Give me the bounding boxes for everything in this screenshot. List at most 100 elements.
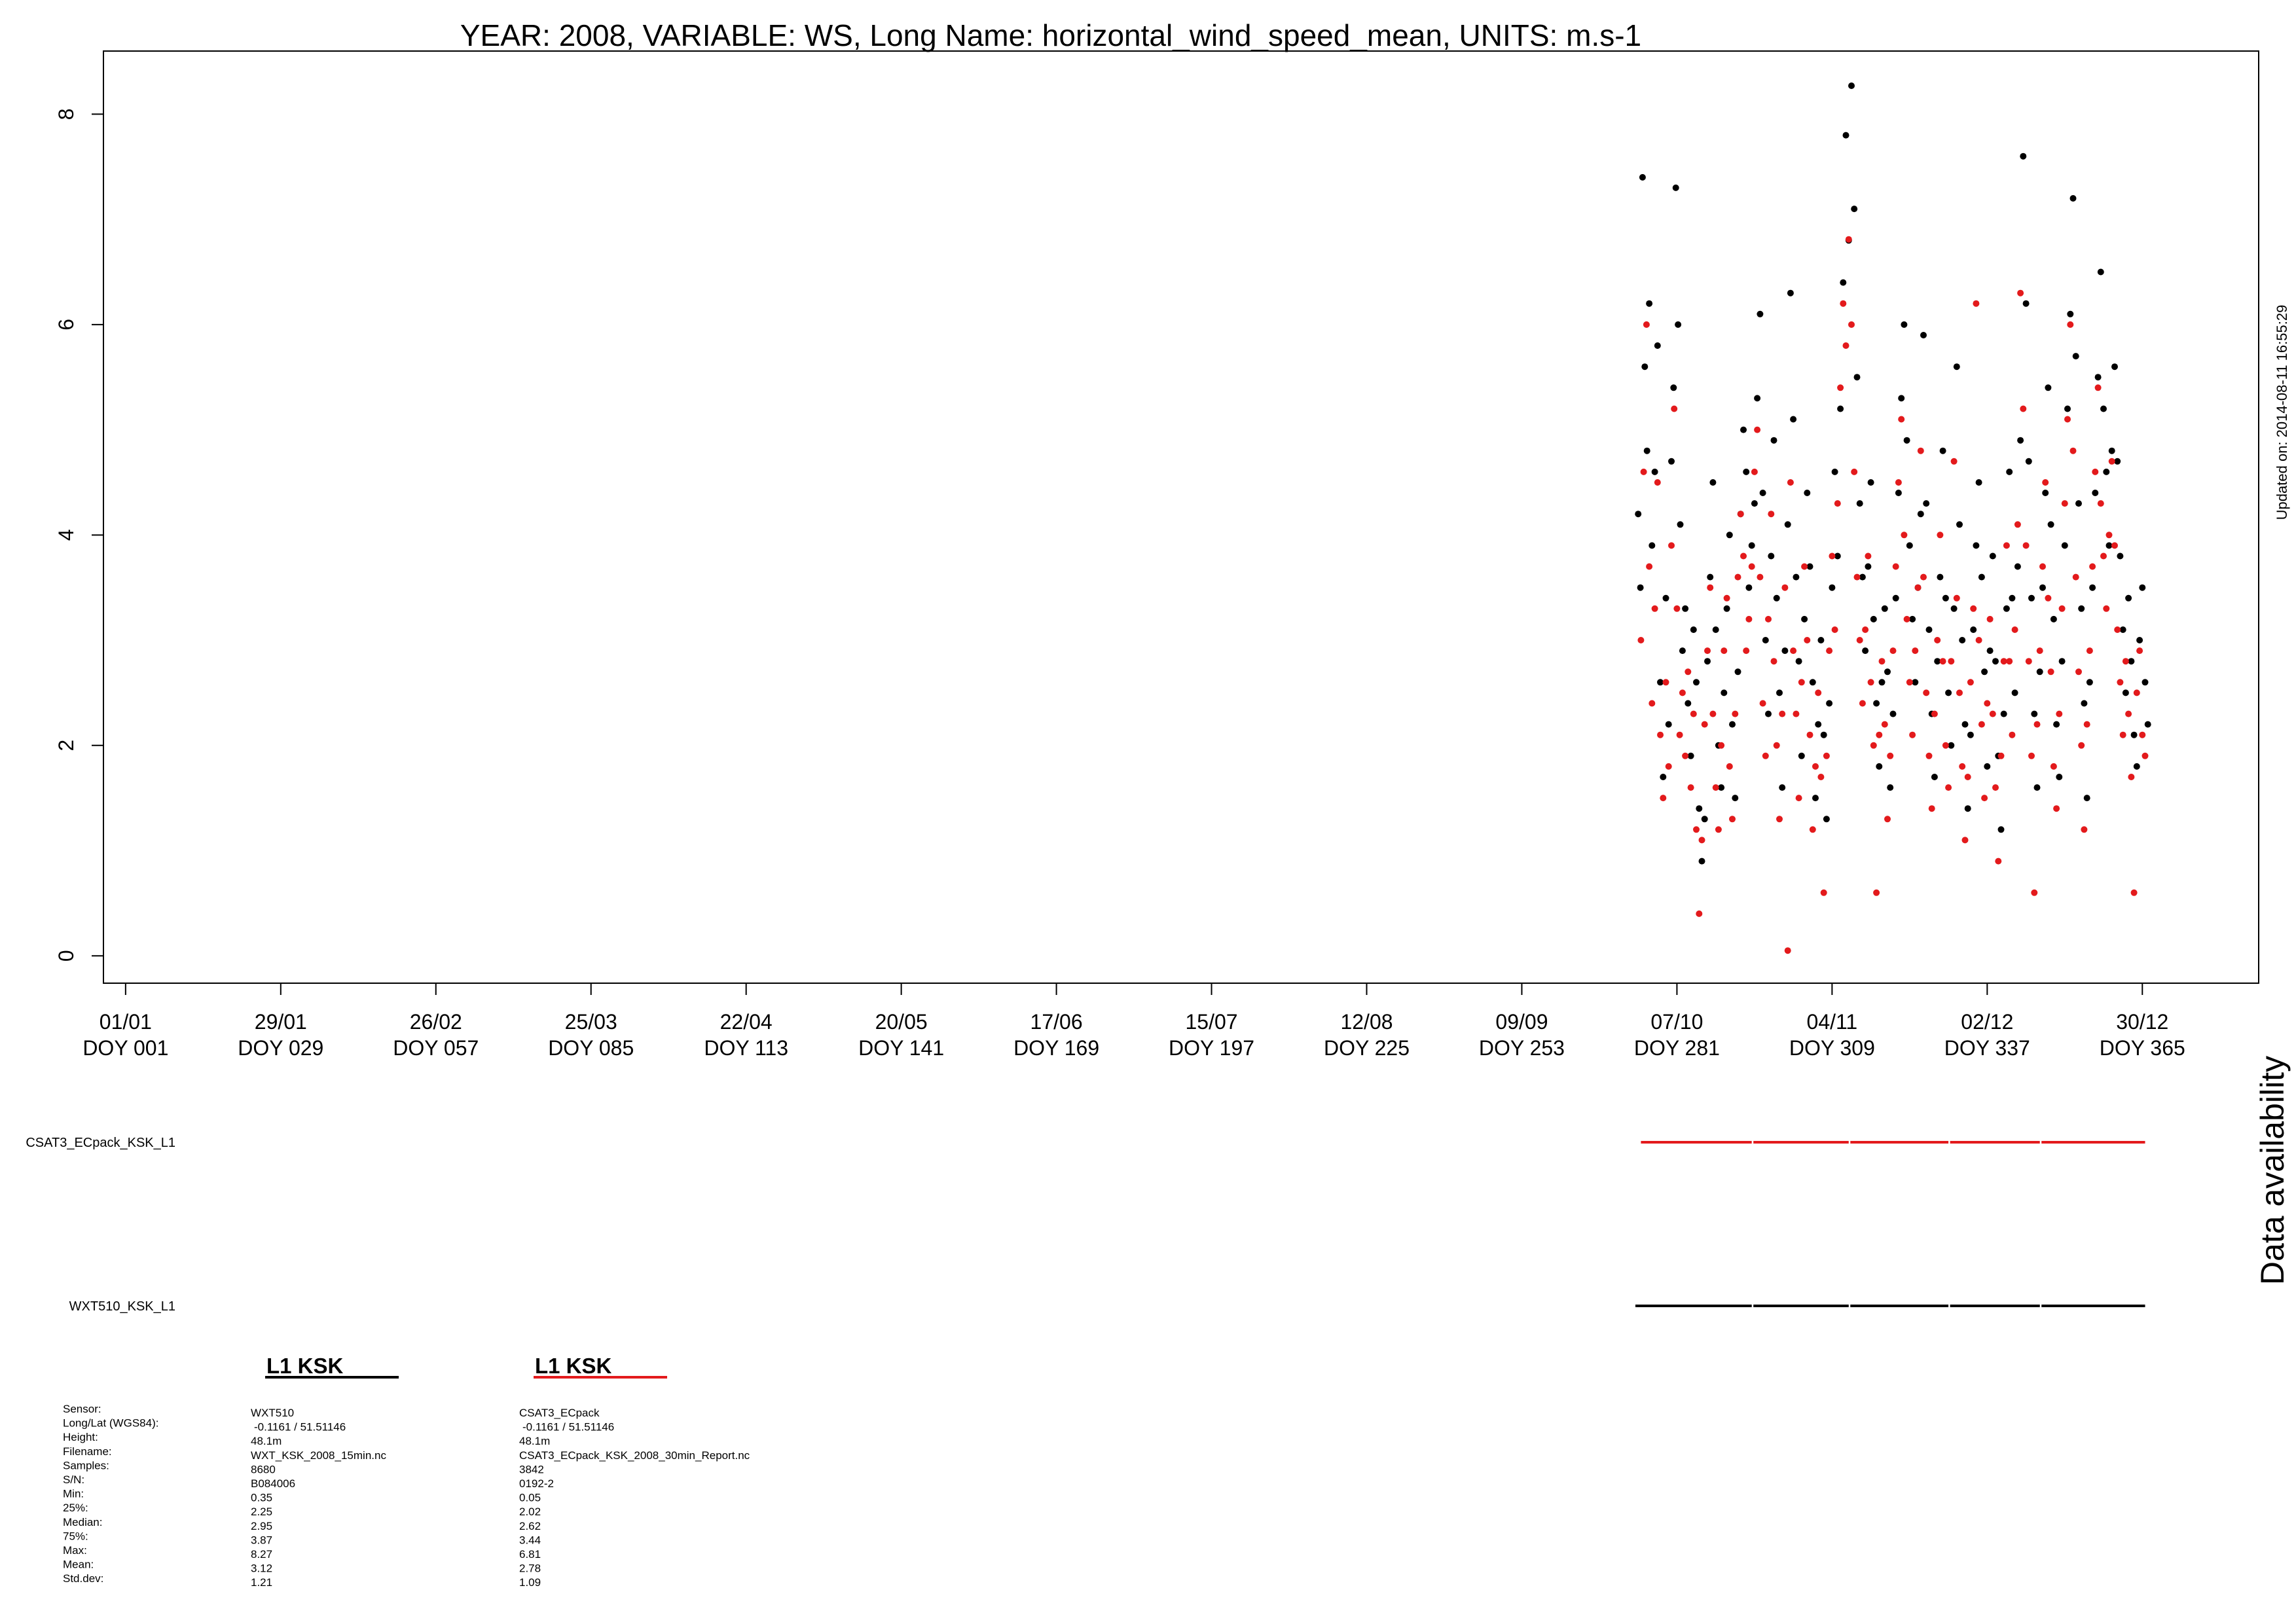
data-point-wxt510	[2111, 363, 2118, 370]
data-point-wxt510	[1923, 500, 1930, 507]
data-point-csat3	[2083, 721, 2090, 728]
data-point-csat3	[2067, 321, 2074, 328]
x-tick-date: 22/04	[720, 1010, 773, 1034]
x-tick-date: 09/09	[1495, 1010, 1548, 1034]
data-point-csat3	[2089, 563, 2096, 570]
data-point-csat3	[1732, 710, 1739, 717]
x-tick-date: 04/11	[1807, 1010, 1858, 1034]
x-tick-doy: DOY 001	[82, 1036, 168, 1060]
data-point-csat3	[2086, 647, 2093, 655]
data-point-wxt510	[1978, 573, 1985, 581]
data-point-csat3	[1721, 647, 1728, 655]
data-point-csat3	[1715, 826, 1722, 833]
data-point-csat3	[1671, 405, 1678, 412]
data-point-wxt510	[1895, 490, 1902, 496]
data-point-csat3	[1815, 689, 1822, 696]
data-point-wxt510	[2097, 268, 2104, 276]
plot-frame	[103, 50, 2259, 984]
data-point-csat3	[2072, 573, 2079, 581]
data-point-wxt510	[1892, 594, 1899, 602]
data-point-wxt510	[1917, 511, 1924, 518]
data-point-wxt510	[1961, 721, 1969, 728]
data-point-wxt510	[1812, 795, 1819, 802]
data-point-csat3	[1917, 447, 1924, 454]
data-point-wxt510	[1793, 573, 1800, 581]
data-point-csat3	[1745, 615, 1753, 623]
x-tick-date: 15/07	[1186, 1010, 1238, 1034]
data-point-wxt510	[1801, 615, 1808, 623]
data-point-wxt510	[2130, 731, 2138, 738]
data-point-csat3	[1945, 784, 1952, 791]
stat-value: 0192-2	[519, 1477, 554, 1490]
data-point-wxt510	[2020, 153, 2027, 160]
data-point-wxt510	[1707, 573, 1714, 581]
data-point-csat3	[1673, 605, 1681, 612]
data-point-wxt510	[1776, 689, 1783, 696]
data-point-wxt510	[1898, 395, 1905, 402]
data-point-wxt510	[1687, 752, 1694, 759]
data-point-csat3	[1989, 710, 1996, 717]
data-point-wxt510	[1679, 647, 1686, 655]
data-point-csat3	[1723, 594, 1730, 602]
data-point-csat3	[1914, 584, 1922, 591]
data-point-wxt510	[1903, 437, 1910, 444]
availability-label: WXT510_KSK_L1	[69, 1299, 175, 1314]
data-point-csat3	[2053, 805, 2060, 812]
data-point-wxt510	[1806, 563, 1813, 570]
data-point-wxt510	[2011, 689, 2018, 696]
scatter-points	[1635, 82, 2151, 954]
data-point-csat3	[1701, 721, 1708, 728]
data-point-csat3	[2105, 532, 2113, 539]
data-point-csat3	[2000, 658, 2007, 665]
data-point-wxt510	[1950, 605, 1958, 612]
data-point-wxt510	[2103, 468, 2110, 475]
data-point-csat3	[1779, 710, 1786, 717]
data-point-csat3	[1709, 710, 1717, 717]
data-point-wxt510	[1937, 573, 1944, 581]
data-point-csat3	[1997, 752, 2005, 759]
data-point-wxt510	[1934, 658, 1941, 665]
data-point-csat3	[1820, 889, 1827, 896]
data-point-csat3	[1793, 710, 1800, 717]
data-point-wxt510	[1696, 805, 1703, 812]
data-point-csat3	[1992, 784, 1999, 791]
data-point-wxt510	[2125, 594, 2132, 602]
data-point-csat3	[1693, 826, 1700, 833]
data-point-csat3	[2028, 752, 2035, 759]
data-point-csat3	[1773, 742, 1780, 749]
data-point-wxt510	[1721, 689, 1728, 696]
data-point-csat3	[2097, 500, 2104, 507]
data-point-wxt510	[2128, 658, 2135, 665]
data-point-csat3	[1834, 500, 1841, 507]
data-point-wxt510	[2133, 763, 2140, 770]
stat-value: 2.25	[251, 1506, 272, 1518]
x-tick-doy: DOY 169	[1013, 1036, 1099, 1060]
data-point-csat3	[1665, 763, 1672, 770]
data-point-csat3	[1707, 584, 1714, 591]
data-point-csat3	[2128, 774, 2135, 780]
data-point-csat3	[1887, 752, 1894, 759]
data-point-csat3	[1840, 300, 1847, 307]
data-point-wxt510	[1677, 521, 1684, 528]
data-point-csat3	[2011, 626, 2018, 633]
data-point-wxt510	[2025, 458, 2032, 465]
data-point-csat3	[1984, 700, 1991, 707]
data-point-csat3	[1734, 573, 1741, 581]
x-tick-date: 01/01	[100, 1010, 152, 1034]
data-point-wxt510	[1986, 647, 1994, 655]
data-point-csat3	[2061, 500, 2068, 507]
data-point-wxt510	[1873, 700, 1880, 707]
data-point-csat3	[1961, 837, 1969, 844]
data-point-wxt510	[1931, 774, 1938, 780]
data-point-wxt510	[1795, 658, 1802, 665]
data-point-csat3	[2039, 563, 2046, 570]
data-point-csat3	[2133, 689, 2140, 696]
data-point-wxt510	[1884, 668, 1891, 676]
data-point-wxt510	[2039, 584, 2046, 591]
data-point-wxt510	[1745, 584, 1753, 591]
data-point-csat3	[1831, 626, 1838, 633]
data-point-wxt510	[2003, 605, 2010, 612]
data-point-wxt510	[1848, 82, 1855, 89]
data-point-csat3	[1942, 742, 1949, 749]
